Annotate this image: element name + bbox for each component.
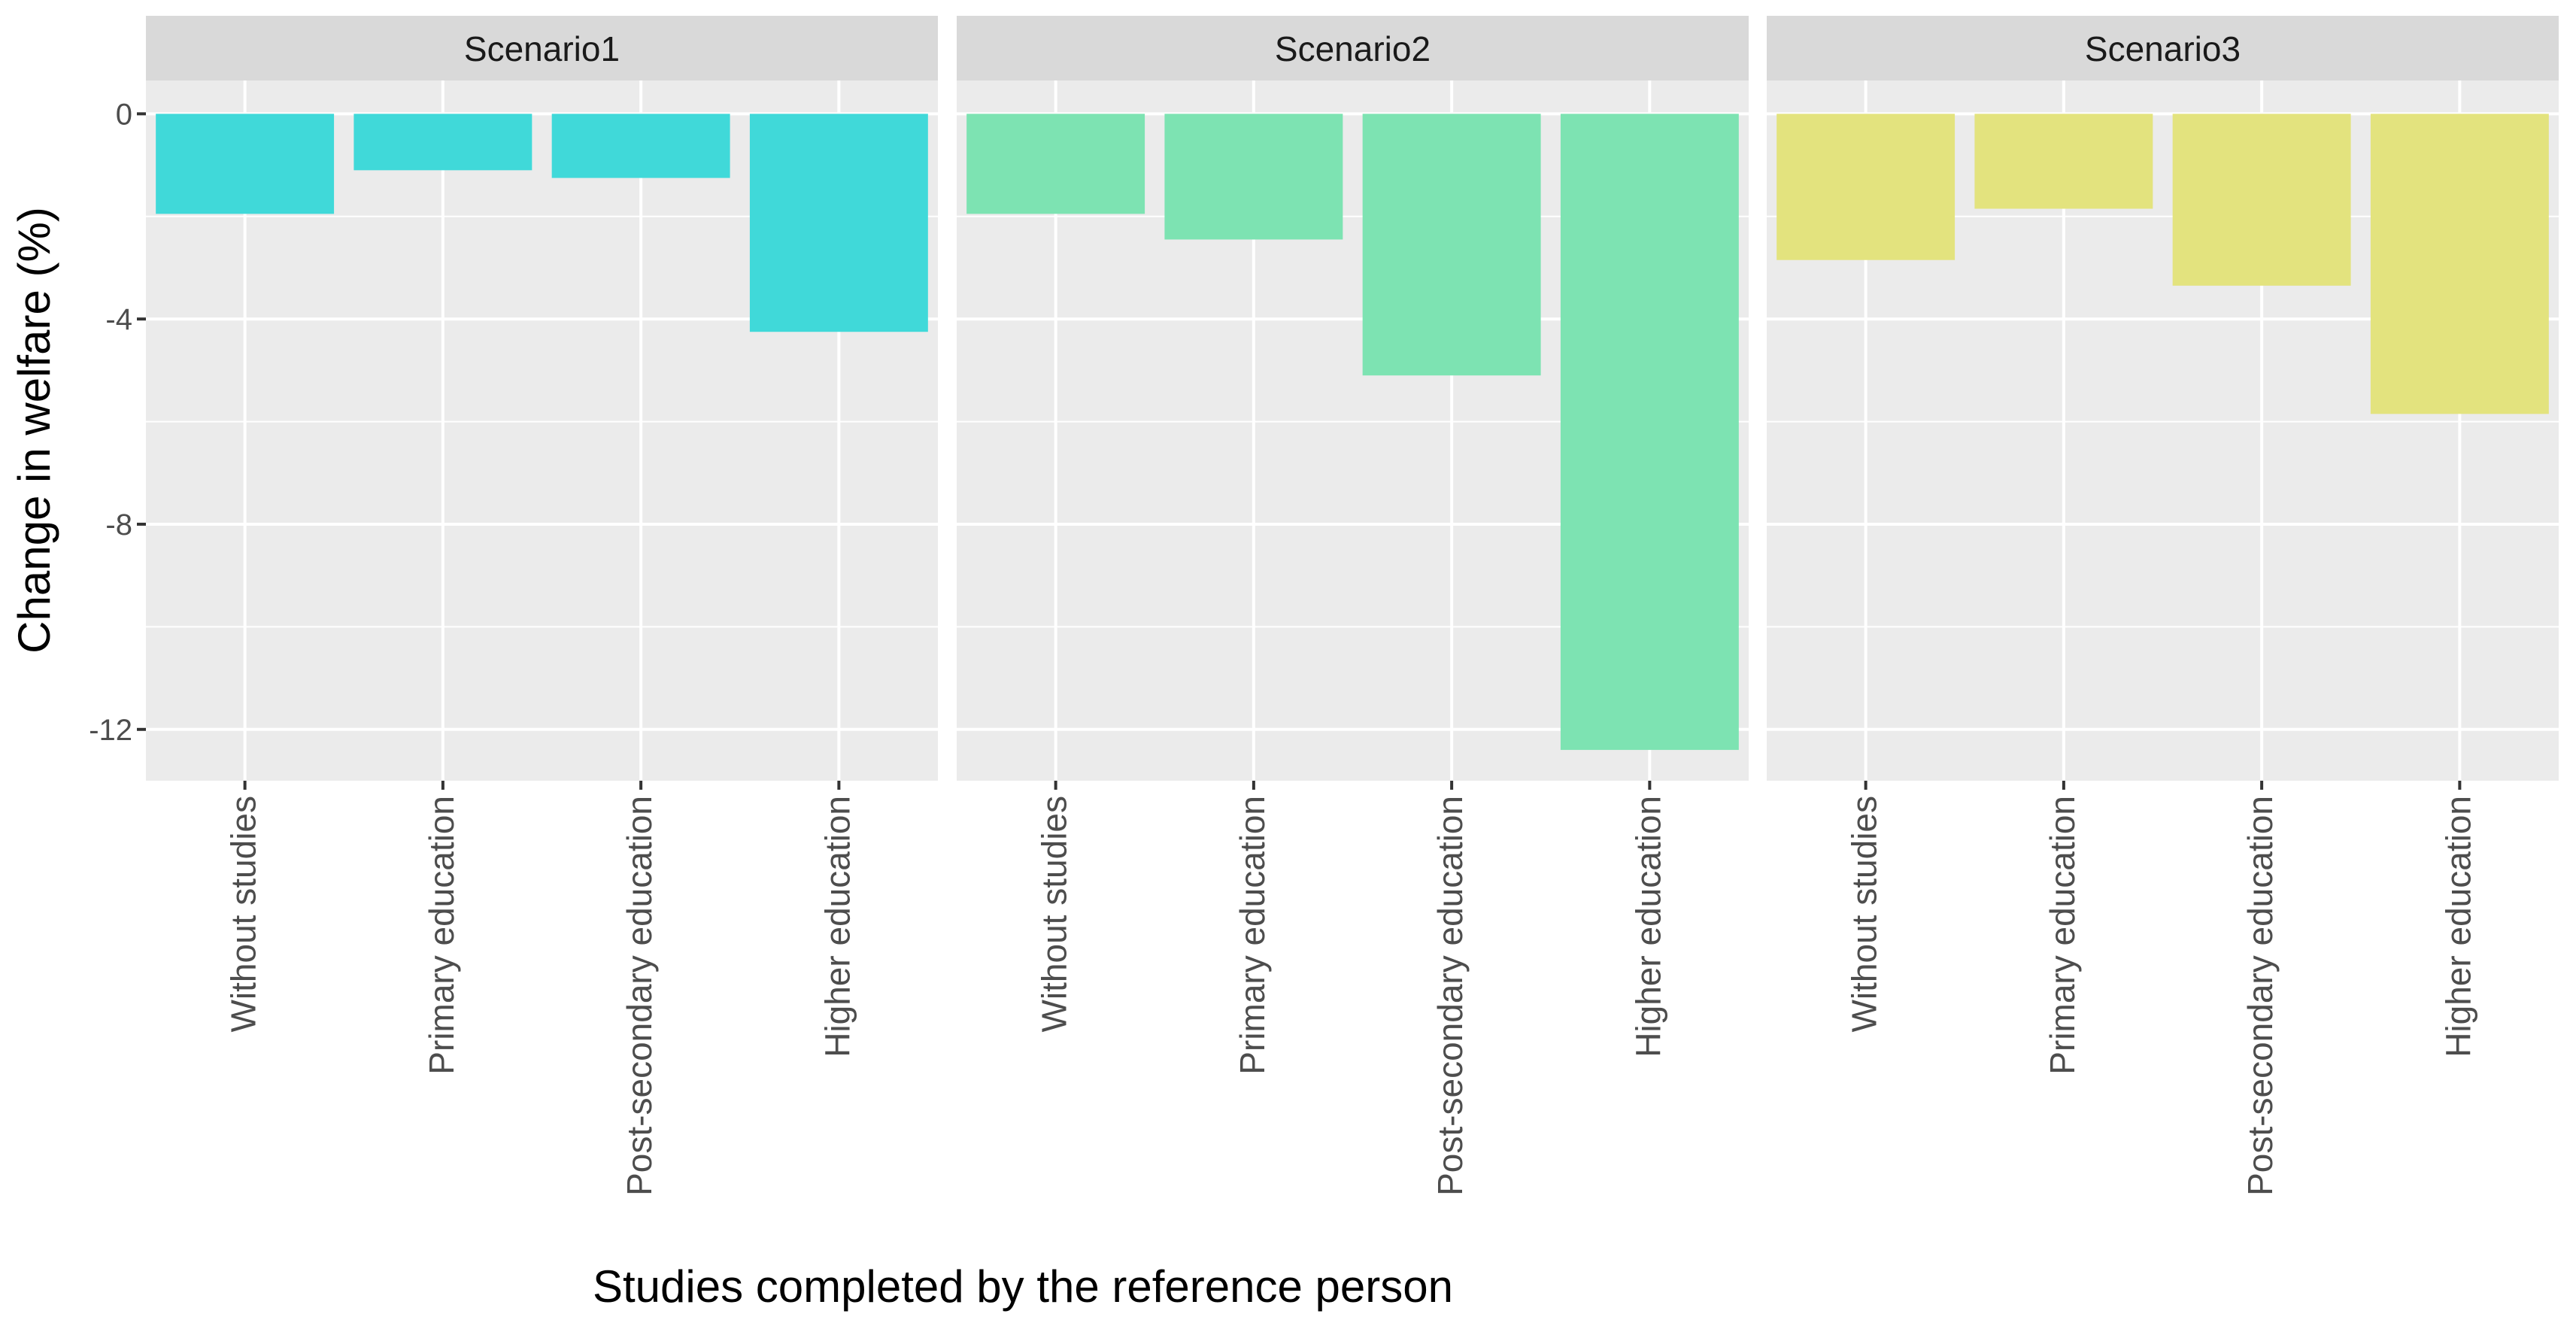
x-tick-label: Primary education <box>422 796 461 1075</box>
bar <box>1974 114 2153 209</box>
x-tick-label: Post-secondary education <box>2241 796 2280 1196</box>
x-tick-label: Higher education <box>818 796 857 1057</box>
bar <box>1776 114 1956 260</box>
bar <box>749 114 928 332</box>
x-tick-label: Primary education <box>2043 796 2082 1075</box>
x-tick-label: Without studies <box>224 796 263 1032</box>
x-tick-label: Without studies <box>1845 796 1884 1032</box>
y-tick-label: -12 <box>89 714 132 747</box>
bar <box>2370 114 2549 414</box>
bar <box>1164 114 1343 240</box>
x-tick-label: Higher education <box>2438 796 2477 1057</box>
x-tick-label: Higher education <box>1628 796 1667 1057</box>
bar <box>156 114 335 214</box>
x-tick-label: Post-secondary education <box>620 796 659 1196</box>
x-tick-label: Post-secondary education <box>1431 796 1470 1196</box>
bar <box>1560 114 1739 751</box>
y-tick-label: 0 <box>116 98 132 131</box>
y-axis-title: Change in welfare (%) <box>9 207 59 654</box>
facet-strip <box>146 16 938 80</box>
facet-strip-label: Scenario2 <box>1275 29 1431 68</box>
bar <box>1362 114 1541 376</box>
x-axis-title: Studies completed by the reference perso… <box>593 1261 1453 1312</box>
y-tick-label: -8 <box>105 508 132 542</box>
x-tick-label: Without studies <box>1035 796 1074 1032</box>
bar <box>353 114 532 171</box>
facet-strip-label: Scenario3 <box>2085 29 2241 68</box>
facet-strip <box>957 16 1749 80</box>
y-tick-label: -4 <box>105 303 132 336</box>
bar <box>2172 114 2351 286</box>
bar <box>551 114 730 178</box>
facet-strip-label: Scenario1 <box>464 29 620 68</box>
bar <box>966 114 1145 214</box>
x-tick-label: Primary education <box>1233 796 1272 1075</box>
facet-strip <box>1767 16 2559 80</box>
